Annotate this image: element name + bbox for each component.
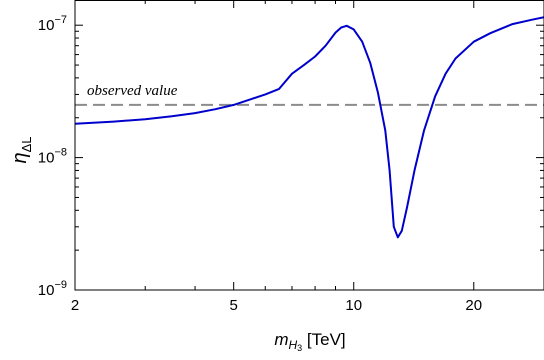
y-tick-labels: 10−9 10−8 10−7 [38, 14, 67, 299]
y-axis-label: ηΔL [9, 136, 34, 163]
x-tick-label: 5 [230, 297, 238, 314]
y-tick-label: 10−9 [38, 279, 67, 299]
x-tick-label: 20 [465, 297, 482, 314]
x-tick-labels: 2 5 10 20 [71, 297, 482, 314]
eta-curve-line [74, 16, 544, 239]
observed-value-label: observed value [87, 83, 178, 99]
y-tick-label: 10−8 [38, 147, 67, 167]
y-tick-marks [75, 24, 544, 291]
x-tick-label: 2 [71, 297, 79, 314]
y-tick-label: 10−7 [38, 14, 67, 34]
x-tick-label: 10 [345, 297, 362, 314]
x-tick-marks [74, 0, 544, 290]
x-axis-label: mH3 [TeV] [274, 330, 345, 353]
plot-frame [74, 0, 544, 291]
